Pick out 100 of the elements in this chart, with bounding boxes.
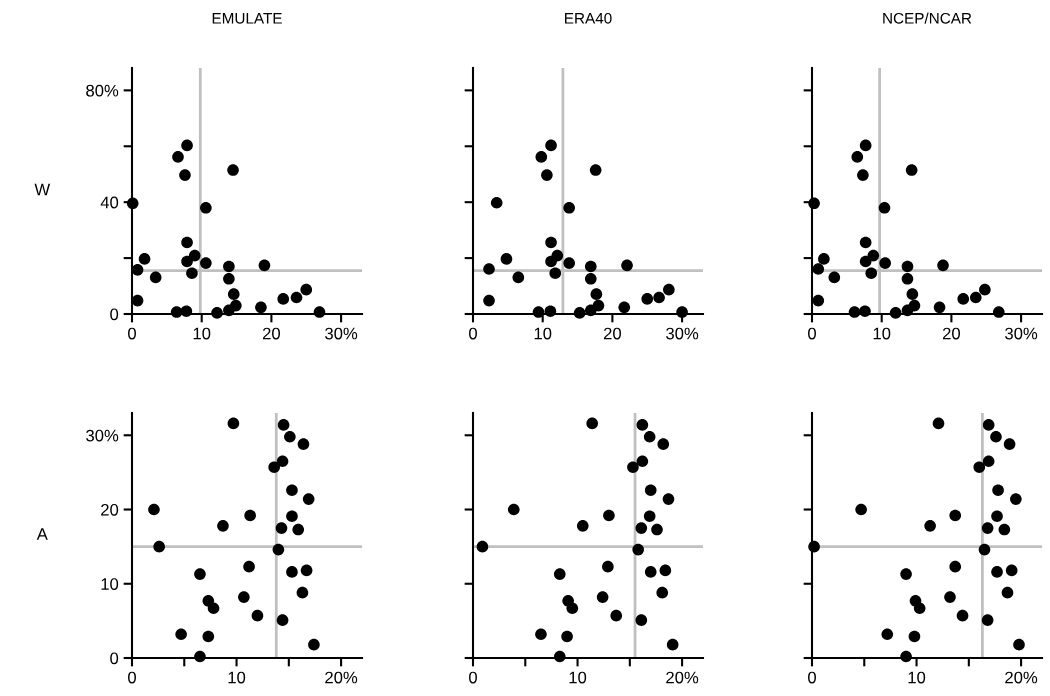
x-tick-label: 20: [262, 327, 281, 340]
point: [957, 293, 970, 305]
x-tick-label: 20: [603, 327, 622, 340]
point: [238, 591, 250, 603]
x-tick-label: 0: [128, 671, 136, 684]
point: [258, 259, 271, 272]
point: [641, 293, 654, 305]
point: [900, 568, 912, 580]
point: [589, 164, 602, 176]
point: [584, 272, 597, 285]
point: [313, 306, 326, 318]
point: [544, 305, 557, 318]
point: [900, 650, 912, 663]
point: [284, 430, 296, 443]
y-axis-title: A: [36, 528, 48, 540]
point: [991, 566, 1003, 578]
point: [126, 197, 139, 210]
point: [188, 249, 201, 262]
point: [576, 520, 589, 532]
point: [500, 253, 513, 265]
point: [644, 566, 657, 578]
point: [507, 503, 520, 516]
y-tick-label: 80%: [86, 84, 119, 97]
point: [255, 301, 267, 314]
point: [881, 628, 894, 641]
point: [230, 299, 242, 312]
point: [610, 609, 623, 622]
point: [848, 306, 861, 318]
point: [857, 169, 869, 181]
point: [251, 609, 264, 622]
point: [879, 257, 891, 269]
point: [602, 560, 614, 573]
point: [483, 294, 495, 307]
point: [944, 591, 956, 603]
point: [990, 430, 1002, 443]
point: [211, 307, 223, 319]
point: [535, 628, 547, 641]
point: [535, 151, 548, 163]
point: [590, 288, 603, 300]
point: [194, 650, 206, 663]
point: [982, 455, 995, 468]
point: [981, 522, 994, 534]
point: [200, 257, 212, 269]
y-tick-label: 0: [110, 308, 119, 321]
point: [865, 267, 878, 279]
point: [153, 540, 165, 553]
x-tick-label: 10: [873, 327, 891, 340]
point: [878, 201, 891, 214]
point: [859, 305, 871, 318]
point: [851, 151, 864, 163]
point: [653, 291, 665, 304]
point: [818, 253, 830, 265]
point: [186, 267, 198, 279]
y-tick-label: 10: [101, 578, 119, 590]
point: [275, 522, 288, 534]
point: [932, 417, 945, 430]
point: [563, 257, 575, 269]
chart-title: NCEP/NCAR: [883, 12, 972, 24]
point: [563, 201, 575, 214]
point: [913, 602, 926, 615]
y-tick-label: 40: [100, 196, 119, 209]
point: [277, 419, 290, 431]
point: [636, 419, 649, 431]
point: [859, 139, 872, 152]
point: [663, 283, 675, 296]
point: [483, 263, 495, 275]
x-tick-label: 20: [942, 327, 961, 340]
point: [992, 484, 1004, 497]
point: [656, 586, 669, 599]
point: [808, 197, 820, 210]
point: [541, 169, 553, 181]
point: [194, 568, 206, 580]
point: [651, 523, 663, 536]
point: [227, 417, 240, 430]
y-tick-label: 0: [110, 652, 119, 665]
point: [545, 139, 557, 152]
x-tick-label: 10: [908, 671, 926, 684]
point: [490, 196, 503, 209]
x-tick-label: 10: [193, 327, 211, 340]
point: [592, 299, 605, 312]
point: [1010, 493, 1022, 505]
point: [643, 510, 656, 523]
point: [302, 493, 315, 505]
point: [618, 301, 631, 314]
point: [1003, 438, 1016, 450]
x-tick-label: 30%: [325, 327, 358, 340]
point: [566, 602, 579, 615]
point: [627, 461, 639, 474]
point: [906, 288, 919, 300]
point: [545, 236, 557, 249]
point: [561, 630, 573, 643]
point: [859, 236, 872, 249]
point: [300, 283, 313, 296]
point: [138, 253, 151, 265]
point: [244, 509, 256, 522]
point: [223, 272, 235, 285]
point: [949, 560, 962, 573]
point: [286, 510, 298, 523]
point: [553, 650, 566, 663]
point: [979, 283, 991, 296]
